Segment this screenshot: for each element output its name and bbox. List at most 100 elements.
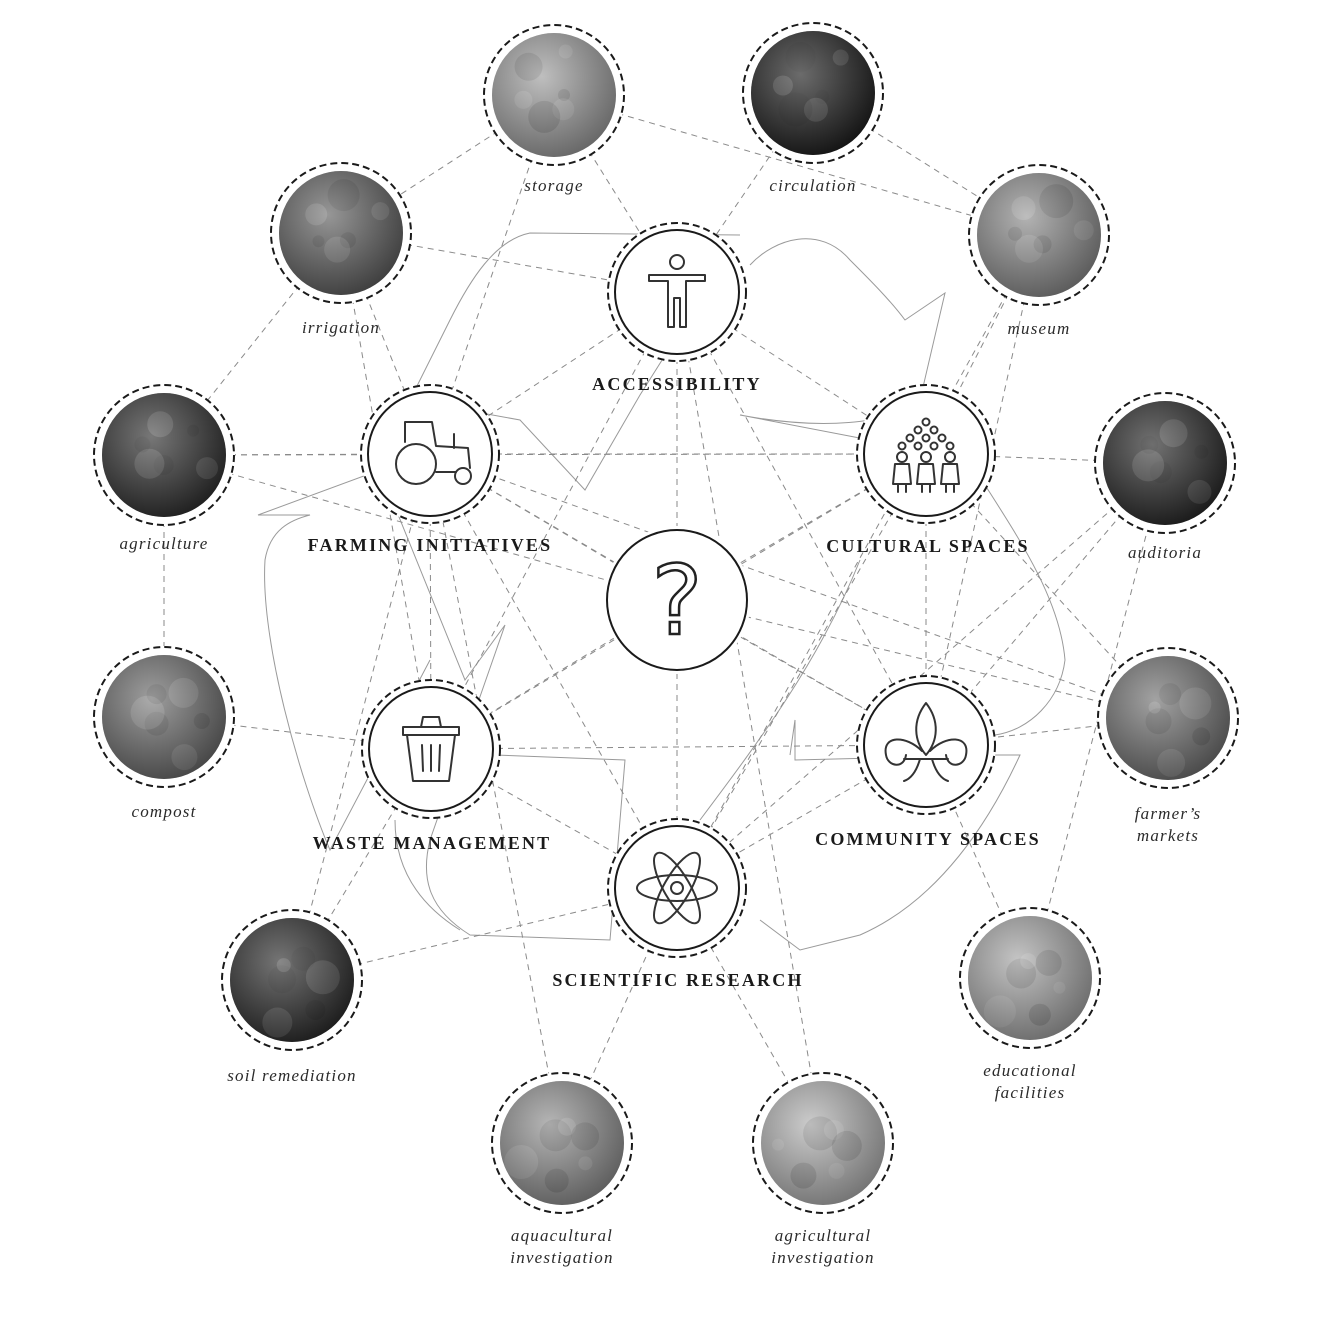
hub-label: COMMUNITY SPACES [815, 829, 1041, 849]
photo-shading [279, 171, 403, 295]
hub-accessibility: ACCESSIBILITY [592, 222, 762, 394]
dashed-ring [856, 675, 996, 815]
hub-circle [614, 229, 740, 355]
dashed-ring [93, 646, 235, 788]
satellite-irrigation: irrigation [270, 162, 412, 337]
photo-shading [977, 173, 1101, 297]
question-mark-icon: ? [652, 545, 703, 657]
satellite-agriculture: agriculture [93, 384, 235, 553]
dashed-ring [483, 24, 625, 166]
satellite-label: markets [1137, 826, 1199, 845]
satellite-label: investigation [771, 1248, 874, 1267]
photo-shading [102, 655, 226, 779]
connection-aquacultural-farming [429, 453, 563, 1144]
photo-shading [102, 393, 226, 517]
satellite-label: soil remediation [227, 1066, 357, 1085]
satellite-aquacultural: aquacultural investigation [491, 1072, 633, 1267]
connection-museum-research [676, 234, 1040, 889]
tractor-icon [395, 421, 472, 485]
satellite-label: agricultural [775, 1226, 872, 1245]
photo-shading [230, 918, 354, 1042]
hub-nodes: ACCESSIBILITY FARMING INITIATIVES CULTURAL… [308, 222, 1041, 990]
satellite-agricultural: agricultural investigation [752, 1072, 894, 1267]
dashed-ring [607, 222, 747, 362]
dashed-ring [959, 907, 1101, 1049]
dashed-ring [1094, 392, 1236, 534]
connection-accessibility-community [676, 291, 927, 746]
satellite-label: auditoria [1128, 543, 1202, 562]
connection-agriculture-center [163, 454, 678, 601]
flow-segment [759, 719, 1021, 951]
satellite-educational: educational facilities [959, 907, 1101, 1102]
dashed-ring [360, 384, 500, 524]
hub-community: COMMUNITY SPACES [815, 675, 1041, 849]
flow-segment [394, 819, 461, 931]
fleur-de-lis-icon [884, 702, 968, 782]
dashed-ring [221, 909, 363, 1051]
hub-circle [863, 391, 989, 517]
satellite-label: aquacultural [511, 1226, 613, 1245]
trash-can-icon [402, 716, 460, 782]
hub-research: SCIENTIFIC RESEARCH [552, 818, 803, 990]
dashed-ring [752, 1072, 894, 1214]
satellite-label: facilities [995, 1083, 1066, 1102]
atom-icon [636, 851, 718, 925]
hub-label: FARMING INITIATIVES [308, 535, 553, 555]
satellite-farmers: farmer’s markets [1097, 647, 1239, 845]
photo-shading [968, 916, 1092, 1040]
photo-shading [1106, 656, 1230, 780]
dashed-ring [491, 1072, 633, 1214]
hub-label: CULTURAL SPACES [826, 536, 1030, 556]
flow-segment [984, 484, 1066, 736]
person-icon [648, 254, 706, 328]
dashed-ring [1097, 647, 1239, 789]
dashed-ring [968, 164, 1110, 306]
connection-waste-community [430, 744, 927, 750]
connection-soil-farming [291, 453, 431, 981]
dashed-ring [270, 162, 412, 304]
flow-segment [257, 469, 626, 941]
satellite-storage: storage [483, 24, 625, 195]
dashed-ring [742, 22, 884, 164]
dashed-ring [93, 384, 235, 526]
satellite-label: museum [1008, 319, 1071, 338]
satellite-museum: museum [968, 164, 1110, 338]
satellite-circulation: circulation [742, 22, 884, 195]
dashed-ring [361, 679, 501, 819]
hub-circle [863, 682, 989, 808]
satellite-label: educational [983, 1061, 1076, 1080]
hub-circle [367, 391, 493, 517]
satellite-label: agriculture [119, 534, 208, 553]
photo-shading [751, 31, 875, 155]
dashed-ring [856, 384, 996, 524]
center-circle [606, 529, 748, 671]
hub-circle [614, 825, 740, 951]
photo-shading [761, 1081, 885, 1205]
satellite-auditoria: auditoria [1094, 392, 1236, 562]
satellite-label: circulation [769, 176, 856, 195]
hub-cultural: CULTURAL SPACES [826, 384, 1030, 556]
satellite-label: investigation [510, 1248, 613, 1267]
photo-shading [1103, 401, 1227, 525]
connection-museum-cultural [925, 234, 1040, 455]
flow-segment [739, 238, 946, 441]
hub-label: WASTE MANAGEMENT [313, 833, 552, 853]
people-group-icon [892, 417, 960, 493]
center-node: ? [603, 526, 751, 674]
photo-shading [500, 1081, 624, 1205]
connection-accessibility-waste [430, 291, 678, 750]
satellite-label: farmer’s [1135, 804, 1202, 823]
satellite-label: storage [524, 176, 583, 195]
hub-label: SCIENTIFIC RESEARCH [552, 970, 803, 990]
hub-label: ACCESSIBILITY [592, 374, 762, 394]
connection-farmers-center [676, 599, 1169, 719]
satellite-soil: soil remediation [221, 909, 363, 1085]
hub-waste: WASTE MANAGEMENT [313, 679, 552, 853]
satellite-label: irrigation [302, 318, 380, 337]
connection-storage-museum [553, 94, 1040, 236]
satellite-compost: compost [93, 646, 235, 821]
connection-storage-farming [429, 94, 555, 455]
connection-farmers-farming [429, 453, 1169, 719]
photo-shading [492, 33, 616, 157]
